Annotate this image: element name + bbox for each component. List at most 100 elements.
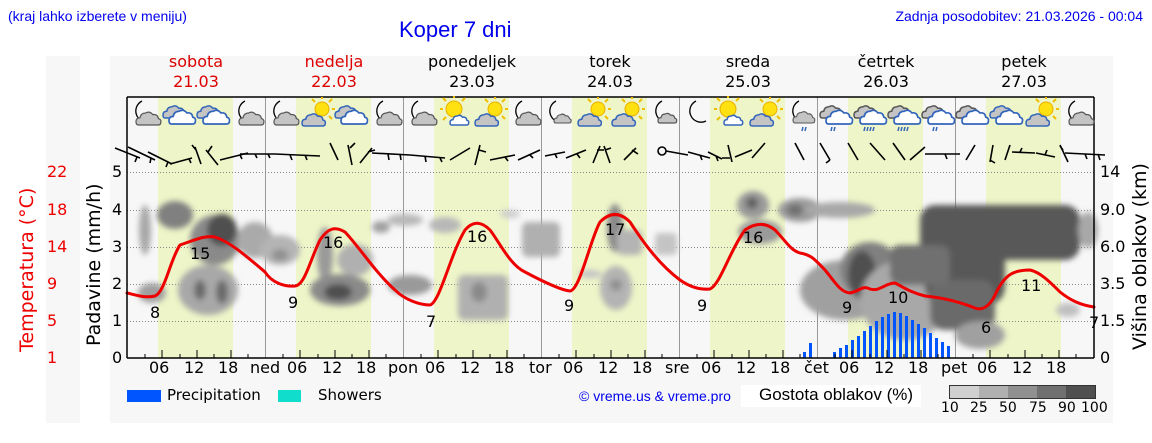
hour-tick-label: 18 (770, 358, 791, 377)
precipitation-axis-title: Padavine (mm/h) (83, 183, 105, 346)
temp-tick: 9 (47, 274, 58, 293)
density-tick: 75 (1029, 400, 1047, 416)
sun-cloud-icon (577, 97, 611, 127)
moon-cloud-icon (411, 100, 438, 126)
hour-tick-label: 12 (1012, 358, 1033, 377)
day-heading: sobota 21.03 (127, 52, 265, 92)
temp-tick: 22 (47, 162, 68, 181)
day-date: 25.03 (725, 72, 771, 91)
precip-tick: 4 (112, 200, 123, 219)
day-name: petek (1001, 52, 1047, 71)
hour-tick-label: 18 (908, 358, 929, 377)
temp-tick: 1 (47, 348, 58, 367)
cloud-height-tick: 6.0 (1100, 237, 1126, 256)
precip-tick: 2 (112, 274, 123, 293)
density-swatch-75 (1037, 386, 1066, 398)
moon-cloud-icon (1068, 100, 1095, 126)
sun-cloud-icon (611, 97, 645, 127)
moon-cloud-icon (238, 100, 265, 126)
precip-tick: 3 (112, 237, 123, 256)
hour-tick-label: 06 (287, 358, 308, 377)
day-short-label: pet (941, 358, 968, 377)
density-tick: 25 (970, 400, 988, 416)
hour-tick-label: 18 (1046, 358, 1067, 377)
precipitation-bars (803, 312, 950, 358)
moon-cloud-icon (515, 100, 542, 126)
day-headings: sobota 21.03 nedelja 22.03 ponedeljek 23… (127, 52, 1094, 92)
cloud-density-scale (949, 385, 1096, 399)
precip-tick: 0 (112, 348, 123, 367)
sun-cloud-icon (301, 97, 335, 127)
weather-icons-row (135, 96, 1095, 132)
hour-tick-label: 06 (977, 358, 998, 377)
svg-text:6: 6 (981, 318, 991, 337)
moon-small-cloud-icon (549, 100, 572, 124)
moon-cloud-drizzle-icon (792, 100, 816, 132)
cloud-height-tick: 9.0 (1100, 200, 1126, 219)
day-heading: nedelja 22.03 (265, 52, 403, 92)
svg-text:10: 10 (888, 288, 908, 307)
cloud-height-tick: 1.5 (1100, 311, 1126, 330)
sun-cloud-icon (474, 97, 508, 127)
sun-cloud-icon (1025, 97, 1059, 127)
day-name: torek (589, 52, 631, 71)
precipitation-legend-swatch (127, 390, 161, 402)
svg-text:9: 9 (288, 293, 298, 312)
temp-tick: 14 (47, 237, 68, 256)
temperature-line (125, 213, 1096, 311)
day-name: ponedeljek (428, 52, 516, 71)
svg-text:16: 16 (323, 233, 343, 252)
day-heading: četrtek 26.03 (817, 52, 955, 92)
hour-tick-label: 12 (874, 358, 895, 377)
cloud-drizzle-icon (819, 105, 854, 132)
cloud-height-tick: 14 (1100, 162, 1121, 181)
cloud-height-axis-title: Višina oblakov (km) (1129, 163, 1151, 350)
showers-legend-swatch (278, 390, 301, 402)
copyright-link[interactable]: © vreme.us & vreme.pro (579, 388, 731, 404)
cloud-height-tick: 0 (1100, 348, 1111, 367)
moon-cloud-icon (135, 100, 162, 126)
density-swatch-50 (1008, 386, 1037, 398)
moon-icon (689, 100, 707, 123)
sun-small-cloud-icon (440, 96, 470, 126)
hour-tick-label: 06 (701, 358, 722, 377)
day-date: 23.03 (449, 72, 495, 91)
region-hint-link[interactable]: (kraj lahko izberete v meniju) (8, 8, 187, 24)
hour-tick-label: 12 (322, 358, 343, 377)
day-short-label: ned (250, 358, 281, 377)
day-date: 26.03 (863, 72, 909, 91)
svg-text:17: 17 (605, 220, 625, 239)
density-tick: 50 (999, 400, 1017, 416)
moon-cloud-icon (655, 100, 678, 124)
svg-text:16: 16 (743, 228, 763, 247)
sun-cloud-icon (749, 97, 783, 127)
last-update: Zadnja posodobitev: 21.03.2026 - 00:04 (895, 8, 1143, 24)
sun-small-cloud-icon (714, 96, 744, 126)
hour-tick-label: 12 (736, 358, 757, 377)
cloud-rain-icon (853, 105, 888, 132)
density-swatch-10 (950, 386, 979, 398)
hour-tick-label: 06 (425, 358, 446, 377)
day-short-label: sre (665, 358, 690, 377)
day-date: 24.03 (587, 72, 633, 91)
x-axis-labels: 06 12 18 ned 06 12 18 pon 06 12 18 tor 0… (0, 358, 1152, 380)
page-title: Koper 7 dni (399, 17, 512, 42)
day-short-label: pon (388, 358, 419, 377)
temp-tick: 5 (47, 311, 58, 330)
day-date: 22.03 (311, 72, 357, 91)
cloud-rain-icon (887, 105, 922, 132)
hour-tick-label: 18 (494, 358, 515, 377)
x-axis-ticks (144, 350, 1077, 358)
hour-tick-label: 12 (460, 358, 481, 377)
density-tick: 90 (1058, 400, 1076, 416)
temperature-axis-title: Temperatura (°C) (16, 187, 38, 352)
svg-text:9: 9 (842, 298, 852, 317)
cloud-drizzle-icon (921, 105, 956, 132)
svg-text:11: 11 (1021, 276, 1041, 295)
svg-text:15: 15 (190, 244, 210, 263)
density-swatch-90 (1066, 386, 1095, 398)
svg-text:7: 7 (426, 312, 436, 331)
cloud-height-tick: 3.5 (1100, 274, 1126, 293)
wind-barbs (114, 142, 1106, 168)
density-swatch-25 (979, 386, 1008, 398)
